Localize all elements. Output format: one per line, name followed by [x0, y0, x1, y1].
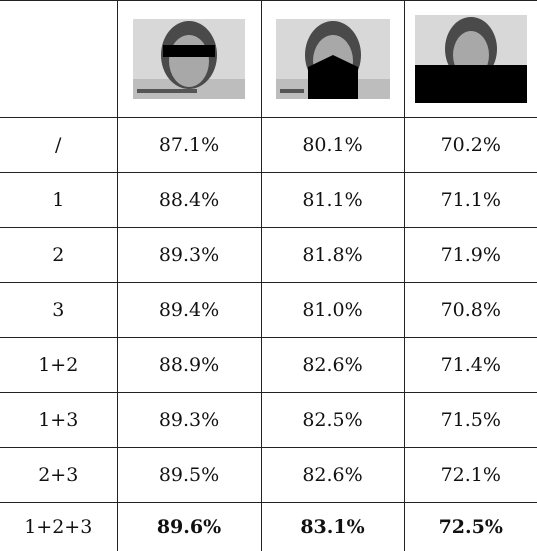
accuracy-cell: 81.8% — [261, 228, 404, 283]
accuracy-cell: 83.1% — [261, 503, 404, 551]
row-label: / — [0, 118, 117, 173]
accuracy-cell: 71.5% — [404, 393, 537, 448]
accuracy-cell: 82.6% — [261, 338, 404, 393]
image-cell — [117, 1, 261, 118]
accuracy-cell: 81.1% — [261, 173, 404, 228]
accuracy-cell: 71.9% — [404, 228, 537, 283]
accuracy-cell: 89.3% — [117, 393, 261, 448]
image-cell — [404, 1, 537, 118]
accuracy-cell: 70.2% — [404, 118, 537, 173]
accuracy-cell: 82.6% — [261, 448, 404, 503]
accuracy-cell: 89.4% — [117, 283, 261, 338]
table-row: /87.1%80.1%70.2% — [0, 118, 537, 173]
face-mouth-occluded — [276, 19, 390, 99]
row-label: 1+2 — [0, 338, 117, 393]
accuracy-cell: 88.9% — [117, 338, 261, 393]
accuracy-cell: 80.1% — [261, 118, 404, 173]
accuracy-cell: 72.5% — [404, 503, 537, 551]
accuracy-cell: 89.6% — [117, 503, 261, 551]
face-eyes-occluded — [133, 19, 245, 99]
row-label: 1 — [0, 173, 117, 228]
row-label: 3 — [0, 283, 117, 338]
accuracy-cell: 89.3% — [117, 228, 261, 283]
face-lower-occluded — [415, 15, 527, 103]
row-label: 1+3 — [0, 393, 117, 448]
row-label: 2+3 — [0, 448, 117, 503]
accuracy-cell: 71.1% — [404, 173, 537, 228]
image-cell — [261, 1, 404, 118]
row-label: 1+2+3 — [0, 503, 117, 551]
accuracy-cell: 82.5% — [261, 393, 404, 448]
accuracy-cell: 72.1% — [404, 448, 537, 503]
header-row — [0, 1, 537, 118]
accuracy-cell: 87.1% — [117, 118, 261, 173]
accuracy-cell: 70.8% — [404, 283, 537, 338]
accuracy-cell: 88.4% — [117, 173, 261, 228]
empty-cell — [0, 1, 117, 118]
accuracy-cell: 81.0% — [261, 283, 404, 338]
accuracy-cell: 89.5% — [117, 448, 261, 503]
row-label: 2 — [0, 228, 117, 283]
accuracy-cell: 71.4% — [404, 338, 537, 393]
